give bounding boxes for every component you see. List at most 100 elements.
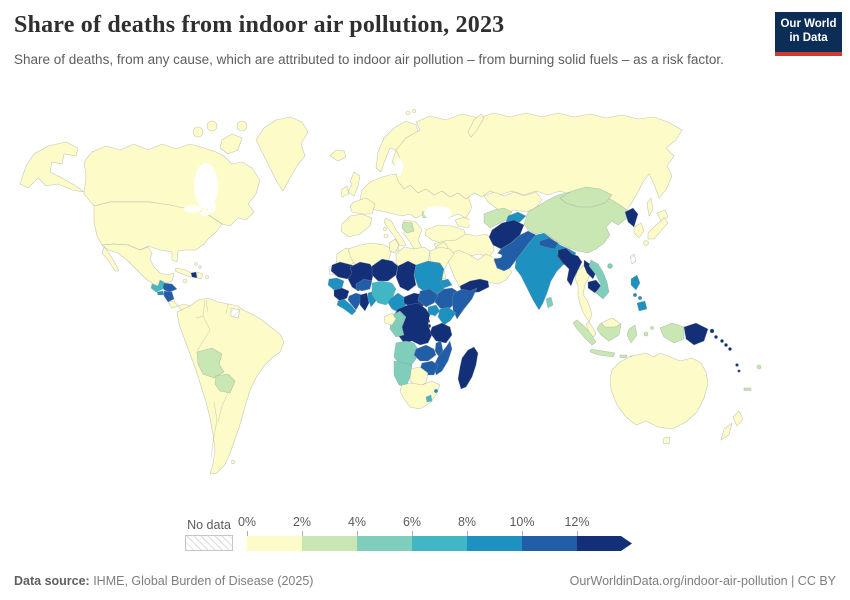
country-philippines-luzon[interactable] [630, 274, 641, 291]
country-gabon[interactable] [383, 312, 397, 326]
country-fiji[interactable] [756, 364, 762, 370]
island-tasmania[interactable] [662, 436, 671, 445]
country-el-salvador[interactable] [156, 290, 165, 296]
country-new-zealand-south[interactable] [720, 422, 733, 441]
country-puerto-rico[interactable] [205, 275, 209, 279]
country-angola[interactable] [393, 340, 419, 368]
moluccas[interactable] [643, 331, 649, 337]
island-novaya-zemlya[interactable] [467, 113, 485, 138]
country-chad[interactable] [395, 260, 417, 292]
country-japan-honshu[interactable] [647, 217, 669, 240]
country-zambia[interactable] [413, 344, 437, 362]
country-paraguay[interactable] [214, 373, 236, 394]
country-france[interactable] [349, 197, 376, 215]
country-vanuatu[interactable] [735, 363, 739, 367]
country-madagascar[interactable] [457, 346, 479, 390]
region-caucasus[interactable] [454, 216, 473, 229]
country-nepal[interactable] [538, 237, 559, 250]
island-corsica[interactable] [383, 227, 387, 231]
country-indonesia-java[interactable] [589, 348, 616, 358]
country-japan-hokkaido[interactable] [656, 209, 669, 222]
country-south-africa[interactable] [399, 380, 441, 410]
island-sakhalin[interactable] [646, 197, 654, 217]
no-data-swatch[interactable] [185, 535, 233, 551]
country-ghana[interactable] [359, 292, 370, 312]
country-myanmar[interactable] [557, 247, 583, 287]
country-costa-rica[interactable] [167, 300, 179, 309]
legend-bin-0-2[interactable] [247, 536, 302, 551]
country-japan-kyushu[interactable] [643, 240, 649, 246]
country-russia[interactable] [395, 112, 683, 212]
country-mexico[interactable] [101, 243, 175, 288]
country-cuba[interactable] [174, 267, 195, 278]
country-guinea[interactable] [333, 287, 350, 302]
legend-bin-6-8[interactable] [412, 536, 467, 551]
island-new-caledonia[interactable] [743, 387, 752, 391]
island-svalbard[interactable] [412, 109, 416, 113]
island-hainan[interactable] [607, 263, 613, 269]
country-indonesia-sumatra[interactable] [572, 319, 597, 346]
country-lesotho[interactable] [425, 394, 433, 403]
country-burkina-faso[interactable] [355, 278, 373, 292]
region-western-balkans[interactable] [401, 221, 415, 234]
country-nicaragua[interactable] [163, 290, 175, 303]
country-kazakhstan[interactable] [483, 191, 543, 215]
country-united-kingdom[interactable] [347, 171, 361, 197]
legend-bin-2-4[interactable] [302, 536, 357, 551]
arctic-island[interactable] [192, 126, 204, 138]
lesser-sunda[interactable] [619, 354, 628, 358]
island-svalbard[interactable] [405, 110, 411, 116]
country-taiwan[interactable] [629, 253, 637, 265]
country-tanzania[interactable] [429, 322, 453, 344]
country-honduras[interactable] [162, 282, 178, 293]
legend-bin-8-10[interactable] [467, 536, 522, 551]
country-indonesia-papua[interactable] [659, 322, 685, 344]
falkland-islands[interactable] [230, 459, 236, 465]
country-cote-divoire[interactable] [347, 292, 363, 311]
region-sierra-leone-liberia[interactable] [336, 298, 357, 316]
country-south-korea[interactable] [633, 222, 645, 239]
country-philippines-visayas[interactable] [632, 292, 638, 298]
country-baffin-island[interactable] [219, 133, 243, 155]
island-sardinia[interactable] [383, 233, 389, 239]
country-jamaica[interactable] [182, 278, 188, 284]
country-sri-lanka[interactable] [545, 296, 554, 309]
region-iberia[interactable] [340, 213, 373, 238]
country-italy[interactable] [383, 217, 407, 247]
arctic-island[interactable] [236, 120, 248, 132]
country-philippines-mindanao[interactable] [636, 300, 648, 312]
country-alaska[interactable] [19, 141, 85, 193]
country-somalia[interactable] [451, 287, 478, 320]
country-iceland[interactable] [329, 149, 347, 162]
country-bahamas[interactable] [194, 262, 198, 266]
island-new-britain[interactable] [714, 335, 718, 339]
country-tunisia[interactable] [388, 238, 400, 254]
country-south-sudan[interactable] [417, 288, 439, 308]
country-australia[interactable] [609, 352, 709, 430]
country-solomon-islands[interactable] [724, 343, 728, 347]
country-new-zealand-north[interactable] [732, 410, 744, 427]
legend-bin-10-12[interactable] [522, 536, 577, 551]
arctic-island[interactable] [206, 120, 218, 132]
country-bolivia[interactable] [196, 347, 225, 379]
island-new-britain[interactable] [709, 328, 715, 334]
region-uzbekistan-turkmenistan[interactable] [483, 207, 513, 229]
country-greenland[interactable] [255, 116, 309, 192]
country-kenya[interactable] [437, 306, 457, 326]
country-niger[interactable] [371, 258, 399, 282]
country-ireland[interactable] [340, 185, 350, 198]
country-indonesia-sulawesi[interactable] [626, 324, 638, 344]
country-botswana[interactable] [409, 366, 429, 388]
country-mexico-baja[interactable] [101, 246, 120, 272]
country-namibia[interactable] [393, 360, 413, 388]
country-solomon-islands[interactable] [720, 339, 724, 343]
country-malaysia-borneo[interactable] [600, 317, 622, 328]
legend-bin-4-6[interactable] [357, 536, 412, 551]
country-dominican-republic[interactable] [196, 271, 204, 280]
country-eritrea[interactable] [439, 278, 453, 289]
country-suriname[interactable] [230, 307, 241, 319]
country-philippines-visayas[interactable] [637, 295, 643, 301]
country-haiti[interactable] [190, 271, 198, 279]
country-north-korea[interactable] [624, 207, 639, 228]
legend-bin-12-plus[interactable] [577, 536, 632, 551]
